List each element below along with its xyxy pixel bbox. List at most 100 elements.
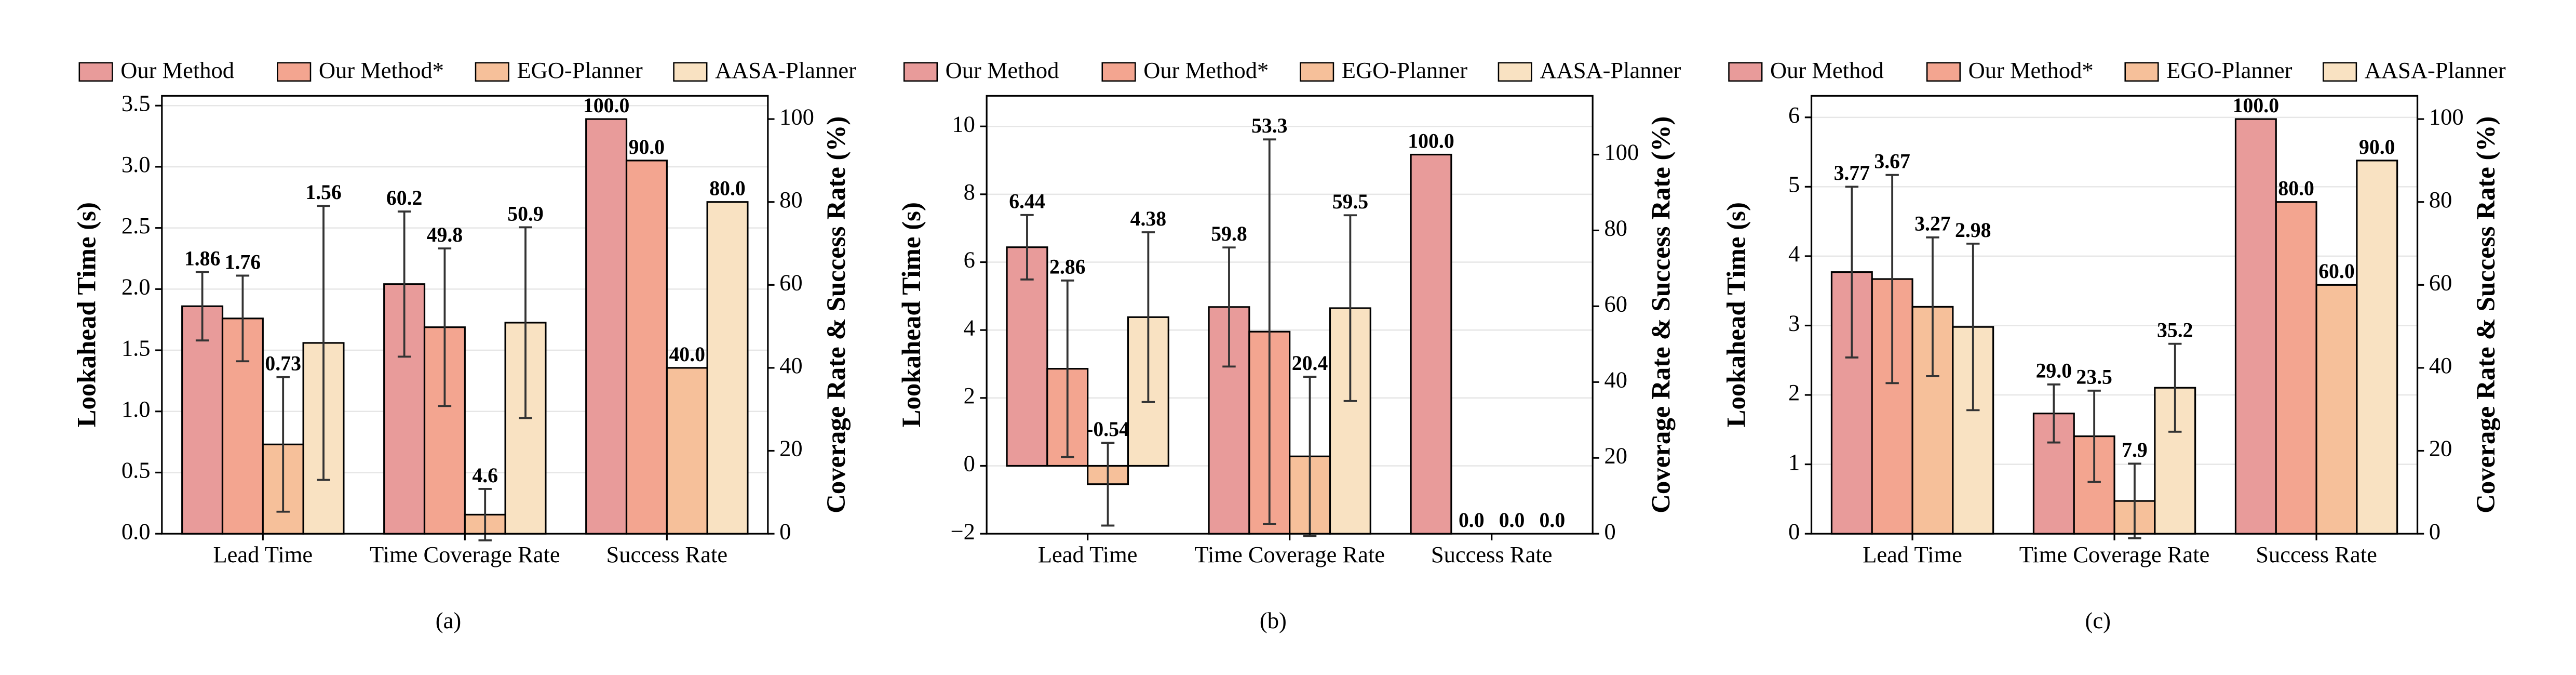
y-tick-label: 2.0: [122, 274, 151, 300]
x-tick-label: Time Coverage Rate: [1194, 541, 1385, 567]
subplot: Our Method Our Method* EGO-Planner AASA-Pla…: [1722, 57, 2506, 633]
error-bar: [1263, 138, 1276, 525]
legend-label: EGO-Planner: [517, 57, 642, 83]
legend-swatch: [277, 62, 312, 82]
value-label: 1.56: [305, 181, 342, 204]
y2-tick-label: 0: [779, 518, 791, 544]
value-label: 100.0: [583, 94, 629, 117]
legend-swatch: [475, 62, 509, 82]
y-tick-label: 2: [964, 382, 975, 408]
y-tick-label: 0.5: [122, 457, 151, 483]
error-bar: [1141, 231, 1155, 403]
legend-label: Our Method*: [1143, 57, 1269, 83]
error-bar: [195, 271, 209, 342]
error-bar: [2168, 342, 2182, 433]
value-label: 20.4: [1292, 352, 1328, 375]
value-label: 2.98: [1955, 219, 1991, 242]
value-label: 53.3: [1251, 114, 1288, 137]
value-label: 4.38: [1130, 207, 1167, 230]
legend-swatch: [2323, 62, 2357, 82]
x-tick-label: Time Coverage Rate: [2019, 541, 2210, 567]
legend-swatch: [673, 62, 708, 82]
y-tick-label: 0.0: [122, 518, 151, 544]
error-bar: [478, 488, 492, 541]
error-bar: [1303, 376, 1317, 537]
error-bar: [2128, 462, 2141, 539]
value-label: 50.9: [507, 202, 544, 225]
value-label: 90.0: [2359, 136, 2395, 158]
y-axis-label: Lookahead Time (s): [73, 202, 102, 427]
subplot-caption: (a): [436, 607, 461, 633]
error-bar: [317, 205, 330, 481]
y2-tick-label: 80: [2429, 187, 2452, 213]
y-tick-label: 1: [1788, 449, 1800, 475]
bar: [706, 201, 749, 535]
value-label: 4.6: [472, 464, 498, 487]
bar: [1410, 153, 1452, 535]
plot-frame: [986, 95, 1594, 535]
error-bar: [1020, 214, 1034, 281]
error-bar: [1885, 174, 1899, 385]
value-label: 3.27: [1914, 213, 1951, 235]
y2-tick-label: 0: [2429, 518, 2440, 544]
value-label: 60.0: [2318, 260, 2355, 283]
value-label: 100.0: [1408, 129, 1454, 152]
y-tick-label: 10: [952, 111, 975, 137]
y2-tick-label: 40: [1604, 366, 1627, 392]
x-tick-label: Success Rate: [1431, 541, 1553, 567]
legend-label: AASA-Planner: [2365, 57, 2506, 83]
bar: [625, 160, 668, 535]
y2-tick-label: 20: [2429, 435, 2452, 461]
value-label: 3.67: [1874, 150, 1910, 173]
subplot-caption: (c): [2085, 607, 2111, 633]
value-label: 90.0: [629, 136, 665, 158]
y-tick-label: 1.0: [122, 396, 151, 422]
y-tick-label: 0: [964, 451, 975, 477]
y2-tick-label: 40: [2429, 352, 2452, 378]
y2-tick-label: 0: [1604, 518, 1615, 544]
value-label: 80.0: [2278, 177, 2314, 200]
y2-tick-label: 20: [779, 435, 803, 461]
error-bar: [1926, 236, 1939, 377]
y-tick-label: 1.5: [122, 335, 151, 361]
x-tick-label: Lead Time: [1863, 541, 1962, 567]
bar: [1006, 246, 1048, 467]
y-tick-label: 6: [1788, 102, 1800, 128]
bar: [666, 367, 708, 535]
x-tick-label: Success Rate: [2256, 541, 2377, 567]
error-bar: [1061, 279, 1074, 458]
x-tick-label: Lead Time: [1038, 541, 1138, 567]
x-tick-label: Lead Time: [213, 541, 313, 567]
y-tick-label: 8: [964, 179, 975, 205]
y2-axis-label: Coverage Rate & Success Rate (%): [822, 116, 851, 513]
value-label: 59.8: [1211, 222, 1247, 245]
y-tick-label: 3.5: [122, 90, 151, 116]
legend-label: Our Method*: [1968, 57, 2094, 83]
y-axis-label: Lookahead Time (s): [897, 202, 926, 427]
y-tick-label: 2.5: [122, 213, 151, 239]
legend-swatch: [903, 62, 938, 82]
value-label: 3.77: [1834, 162, 1870, 184]
y-tick-label: 5: [1788, 171, 1800, 197]
legend-label: Our Method: [946, 57, 1059, 83]
error-bar: [1101, 442, 1115, 527]
value-label: 35.2: [2157, 319, 2193, 342]
y2-axis-label: Coverage Rate & Success Rate (%): [2472, 116, 2501, 513]
subplot: Our Method Our Method* EGO-Planner AASA-Pla…: [73, 57, 857, 633]
value-label: 60.2: [386, 187, 423, 209]
legend-label: Our Method: [1770, 57, 1884, 83]
value-label: 23.5: [2076, 366, 2112, 389]
value-label: 59.5: [1332, 190, 1369, 213]
value-label: 0.0: [1499, 509, 1525, 532]
legend-label: AASA-Planner: [715, 57, 856, 83]
bar: [2356, 160, 2398, 535]
legend-swatch: [1300, 62, 1334, 82]
legend-label: AASA-Planner: [1540, 57, 1681, 83]
y-tick-label: 4: [1788, 241, 1800, 267]
value-label: 2.86: [1049, 256, 1086, 279]
y-tick-label: 3.0: [122, 151, 151, 177]
error-bar: [276, 376, 290, 513]
y2-tick-label: 60: [2429, 270, 2452, 296]
y-tick-label: −2: [951, 518, 975, 544]
legend-label: Our Method: [120, 57, 234, 83]
